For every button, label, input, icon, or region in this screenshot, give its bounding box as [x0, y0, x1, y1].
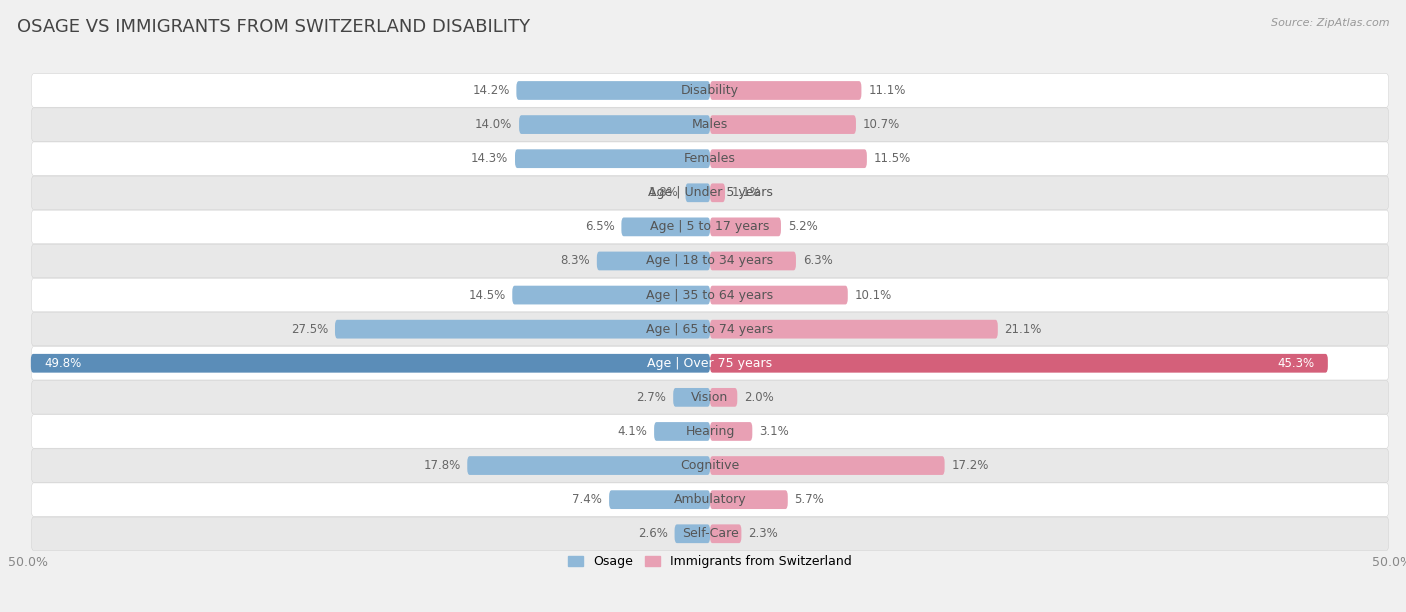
Text: 14.5%: 14.5% [468, 289, 506, 302]
FancyBboxPatch shape [710, 149, 868, 168]
Text: 11.5%: 11.5% [873, 152, 911, 165]
Text: 2.7%: 2.7% [637, 391, 666, 404]
Text: Cognitive: Cognitive [681, 459, 740, 472]
Text: 11.1%: 11.1% [869, 84, 905, 97]
Text: 14.2%: 14.2% [472, 84, 509, 97]
Text: 1.1%: 1.1% [733, 186, 762, 200]
FancyBboxPatch shape [31, 381, 1389, 414]
FancyBboxPatch shape [710, 490, 787, 509]
FancyBboxPatch shape [31, 74, 1389, 107]
FancyBboxPatch shape [31, 142, 1389, 176]
FancyBboxPatch shape [512, 286, 710, 304]
Text: 45.3%: 45.3% [1277, 357, 1315, 370]
Text: Vision: Vision [692, 391, 728, 404]
Text: Age | Under 5 years: Age | Under 5 years [648, 186, 772, 200]
FancyBboxPatch shape [467, 456, 710, 475]
Text: 17.2%: 17.2% [952, 459, 988, 472]
Text: 49.8%: 49.8% [45, 357, 82, 370]
Text: 14.0%: 14.0% [475, 118, 512, 131]
FancyBboxPatch shape [515, 149, 710, 168]
Text: 14.3%: 14.3% [471, 152, 508, 165]
FancyBboxPatch shape [673, 388, 710, 407]
Text: 17.8%: 17.8% [423, 459, 460, 472]
FancyBboxPatch shape [710, 252, 796, 271]
Text: 10.1%: 10.1% [855, 289, 891, 302]
Text: Males: Males [692, 118, 728, 131]
Text: Females: Females [685, 152, 735, 165]
Text: 5.2%: 5.2% [787, 220, 817, 233]
Text: Disability: Disability [681, 84, 740, 97]
FancyBboxPatch shape [31, 176, 1389, 209]
FancyBboxPatch shape [31, 449, 1389, 482]
Text: 21.1%: 21.1% [1005, 323, 1042, 335]
Text: 27.5%: 27.5% [291, 323, 328, 335]
Text: Ambulatory: Ambulatory [673, 493, 747, 506]
FancyBboxPatch shape [710, 286, 848, 304]
FancyBboxPatch shape [596, 252, 710, 271]
FancyBboxPatch shape [31, 244, 1389, 278]
Text: 6.5%: 6.5% [585, 220, 614, 233]
FancyBboxPatch shape [31, 108, 1389, 141]
FancyBboxPatch shape [519, 115, 710, 134]
Text: OSAGE VS IMMIGRANTS FROM SWITZERLAND DISABILITY: OSAGE VS IMMIGRANTS FROM SWITZERLAND DIS… [17, 18, 530, 36]
Text: Source: ZipAtlas.com: Source: ZipAtlas.com [1271, 18, 1389, 28]
FancyBboxPatch shape [31, 313, 1389, 346]
FancyBboxPatch shape [621, 217, 710, 236]
FancyBboxPatch shape [710, 115, 856, 134]
FancyBboxPatch shape [710, 422, 752, 441]
FancyBboxPatch shape [335, 320, 710, 338]
Text: 7.4%: 7.4% [572, 493, 602, 506]
Text: 2.6%: 2.6% [638, 528, 668, 540]
Text: 8.3%: 8.3% [561, 255, 591, 267]
Text: 4.1%: 4.1% [617, 425, 647, 438]
Text: Hearing: Hearing [685, 425, 735, 438]
FancyBboxPatch shape [675, 524, 710, 543]
FancyBboxPatch shape [710, 320, 998, 338]
FancyBboxPatch shape [710, 388, 737, 407]
Text: 6.3%: 6.3% [803, 255, 832, 267]
FancyBboxPatch shape [31, 354, 710, 373]
FancyBboxPatch shape [710, 354, 1327, 373]
FancyBboxPatch shape [516, 81, 710, 100]
Text: Self-Care: Self-Care [682, 528, 738, 540]
Text: Age | 18 to 34 years: Age | 18 to 34 years [647, 255, 773, 267]
Text: Age | 35 to 64 years: Age | 35 to 64 years [647, 289, 773, 302]
Text: Age | 65 to 74 years: Age | 65 to 74 years [647, 323, 773, 335]
FancyBboxPatch shape [710, 524, 741, 543]
Legend: Osage, Immigrants from Switzerland: Osage, Immigrants from Switzerland [562, 550, 858, 573]
FancyBboxPatch shape [686, 184, 710, 202]
FancyBboxPatch shape [31, 346, 1389, 380]
Text: Age | Over 75 years: Age | Over 75 years [648, 357, 772, 370]
FancyBboxPatch shape [710, 81, 862, 100]
FancyBboxPatch shape [654, 422, 710, 441]
FancyBboxPatch shape [710, 217, 780, 236]
Text: 10.7%: 10.7% [863, 118, 900, 131]
FancyBboxPatch shape [31, 210, 1389, 244]
Text: 2.0%: 2.0% [744, 391, 773, 404]
Text: 5.7%: 5.7% [794, 493, 824, 506]
Text: 2.3%: 2.3% [748, 528, 778, 540]
FancyBboxPatch shape [31, 415, 1389, 448]
Text: 3.1%: 3.1% [759, 425, 789, 438]
FancyBboxPatch shape [609, 490, 710, 509]
FancyBboxPatch shape [710, 184, 725, 202]
FancyBboxPatch shape [31, 517, 1389, 550]
FancyBboxPatch shape [31, 278, 1389, 312]
FancyBboxPatch shape [710, 456, 945, 475]
Text: 1.8%: 1.8% [650, 186, 679, 200]
FancyBboxPatch shape [31, 483, 1389, 517]
Text: Age | 5 to 17 years: Age | 5 to 17 years [651, 220, 769, 233]
